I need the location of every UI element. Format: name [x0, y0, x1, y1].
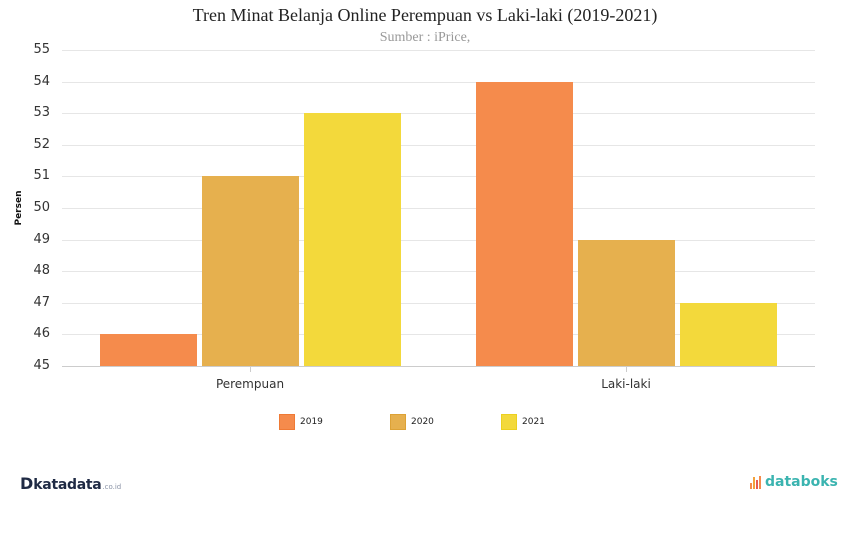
legend-swatch-2020 [390, 414, 406, 430]
katadata-logo-suffix: .co.id [102, 483, 122, 491]
gridline [62, 302, 815, 304]
x-tick-mark [249, 367, 251, 372]
bar-perempuan-2021[interactable] [304, 113, 401, 366]
legend-item-2021[interactable]: 2021 [501, 413, 545, 431]
katadata-logo-mark: D [20, 474, 34, 493]
gridline [62, 176, 815, 178]
legend-item-2019[interactable]: 2019 [279, 413, 323, 431]
y-tick-label: 49 [33, 231, 50, 247]
bar-perempuan-2019[interactable] [100, 334, 197, 366]
gridline [62, 50, 815, 51]
bar-laki-laki-2019[interactable] [476, 81, 573, 366]
y-tick-label: 53 [33, 105, 50, 121]
x-axis-line [62, 366, 815, 367]
y-tick-label: 55 [33, 42, 50, 57]
gridline [62, 239, 815, 241]
databoks-logo-name: databoks [765, 474, 838, 490]
gridline [62, 81, 815, 83]
gridline [62, 271, 815, 273]
y-tick-label: 54 [33, 73, 50, 89]
y-tick-label: 50 [33, 200, 50, 215]
databoks-bars-icon [750, 475, 762, 489]
katadata-logo[interactable]: D katadata .co.id [20, 474, 121, 493]
chart-subtitle: Sumber : iPrice, [379, 30, 471, 45]
y-tick-label: 52 [33, 136, 50, 152]
gridline [62, 208, 815, 209]
legend-swatch-2021 [501, 414, 517, 430]
bar-laki-laki-2021[interactable] [680, 302, 777, 366]
y-tick-label: 45 [33, 358, 50, 373]
x-tick-mark [625, 367, 627, 372]
legend-label: 2021 [522, 417, 545, 427]
legend-label: 2020 [411, 417, 434, 427]
katadata-logo-name: katadata [33, 477, 102, 493]
legend-label: 2019 [300, 417, 323, 427]
legend-item-2020[interactable]: 2020 [390, 413, 434, 431]
y-tick-label: 47 [33, 294, 50, 310]
y-tick-label: 48 [33, 263, 50, 279]
gridline [62, 113, 815, 115]
y-tick-label: 51 [33, 168, 50, 184]
gridline [62, 144, 815, 146]
legend-swatch-2019 [279, 414, 295, 430]
bar-perempuan-2020[interactable] [202, 176, 299, 366]
x-category-laki-laki: Laki-laki [601, 377, 651, 391]
x-category-perempuan: Perempuan [215, 377, 285, 391]
y-tick-label: 46 [33, 326, 50, 342]
gridline [62, 334, 815, 336]
chart-title: Tren Minat Belanja Online Perempuan vs L… [192, 5, 658, 25]
bar-laki-laki-2020[interactable] [578, 239, 675, 366]
databoks-logo[interactable]: databoks [750, 474, 838, 490]
